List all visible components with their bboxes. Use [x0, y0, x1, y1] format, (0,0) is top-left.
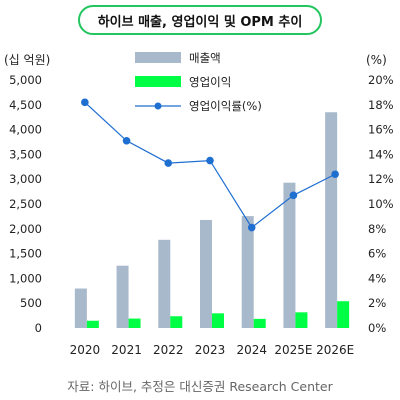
operating-profit-bar: [212, 313, 224, 328]
y-left-tick-label: 2,000: [9, 222, 42, 236]
legend-point-swatch: [154, 102, 162, 110]
operating-profit-bar: [337, 301, 350, 328]
revenue-bar: [241, 216, 254, 328]
legend-label: 영업이익률(%): [189, 99, 262, 113]
y-left-tick-label: 500: [20, 296, 42, 310]
operating-profit-bar: [295, 312, 308, 328]
y-right-tick-label: 12%: [368, 172, 394, 186]
chart-title: 하이브 매출, 영업이익 및 OPM 추이: [78, 5, 322, 35]
revenue-bar: [158, 239, 171, 328]
opm-point: [247, 223, 256, 232]
y-right-tick-label: 2%: [368, 296, 386, 310]
bars: [74, 112, 350, 329]
x-tick-label: 2020: [70, 343, 101, 357]
x-tick-label: 2023: [195, 343, 226, 357]
operating-profit-bar: [253, 318, 266, 328]
opm-point: [206, 156, 214, 165]
opm-line: [81, 98, 339, 232]
x-tick-label: 2021: [111, 343, 142, 357]
source-note: 자료: 하이브, 추정은 대신증권 Research Center: [67, 379, 333, 394]
legend-label: 매출액: [189, 51, 221, 65]
y-right-tick-label: 8%: [368, 222, 386, 236]
y-right-tick-label: 10%: [368, 197, 394, 211]
opm-series-line: [84, 101, 336, 229]
opm-point: [81, 98, 89, 107]
operating-profit-bar: [170, 316, 183, 328]
y-left-unit: (십 억원): [4, 53, 50, 67]
y-left-tick-label: 1,000: [9, 271, 42, 285]
revenue-bar: [116, 265, 129, 328]
x-tick-label: 2026E: [316, 343, 354, 357]
revenue-bar: [74, 288, 87, 328]
operating-profit-bar: [128, 318, 141, 328]
legend-swatch: [135, 76, 181, 87]
y-left-tick-label: 4,500: [9, 98, 42, 112]
legend-swatch: [135, 52, 181, 63]
legend-label: 영업이익: [189, 75, 231, 89]
opm-point: [164, 159, 173, 167]
x-tick-label: 2025E: [274, 343, 312, 357]
y-left-tick-label: 1,500: [9, 247, 42, 261]
x-tick-label: 2022: [153, 343, 184, 357]
y-right-tick-label: 0%: [368, 321, 386, 335]
opm-point: [122, 136, 131, 145]
revenue-bar: [200, 219, 212, 328]
revenue-bar: [283, 182, 296, 328]
operating-profit-bar: [86, 320, 99, 328]
y-left-tick-label: 3,000: [9, 172, 42, 186]
y-right-tick-label: 14%: [368, 147, 394, 161]
y-right-tick-label: 16%: [368, 123, 394, 137]
y-right-unit: (%): [366, 53, 387, 67]
y-right-tick-label: 20%: [368, 73, 394, 87]
y-left-axis: (십 억원) 0 500 1,000 1,500 2,000 2,500 3,000 3,500…: [4, 53, 50, 335]
y-right-tick-label: 6%: [368, 247, 386, 261]
opm-point: [331, 170, 339, 179]
y-right-tick-label: 18%: [368, 98, 394, 112]
y-left-tick-label: 3,500: [9, 147, 42, 161]
y-right-tick-label: 4%: [368, 271, 386, 285]
x-axis: 2020 2021 2022 2023 2024 2025E 2026E: [70, 343, 355, 357]
y-left-tick-label: 0: [35, 321, 42, 335]
y-left-tick-label: 5,000: [9, 73, 42, 87]
opm-point: [289, 191, 298, 200]
y-right-axis: (%) 0% 2% 4% 6% 8% 10% 12% 14% 16% 18% 20%: [366, 53, 394, 335]
revenue-bar: [325, 112, 338, 329]
y-left-tick-label: 2,500: [9, 197, 42, 211]
y-left-tick-label: 4,000: [9, 123, 42, 137]
x-tick-label: 2024: [236, 343, 267, 357]
